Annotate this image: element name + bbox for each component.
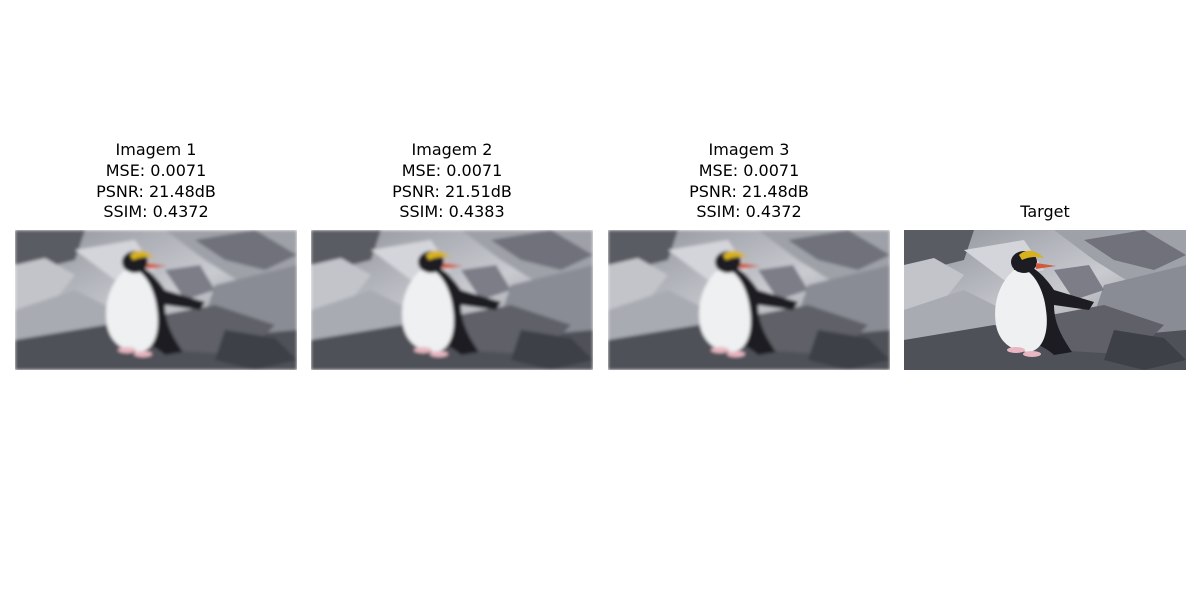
panel-title: Target [1020, 202, 1070, 222]
mse-value: MSE: 0.0071 [698, 160, 800, 180]
ssim-value: SSIM: 0.4383 [399, 202, 505, 222]
ssim-value: SSIM: 0.4372 [696, 202, 802, 222]
mse-value: MSE: 0.0071 [401, 160, 503, 180]
psnr-value: PSNR: 21.51dB [392, 181, 512, 201]
panel-title: Imagem 1 [115, 140, 197, 159]
caption: Imagem 2 MSE: 0.0071 PSNR: 21.51dB SSIM:… [311, 140, 593, 223]
caption: Imagem 1 MSE: 0.0071 PSNR: 21.48dB SSIM:… [15, 140, 297, 223]
psnr-value: PSNR: 21.48dB [689, 181, 809, 201]
penguin-image [608, 230, 890, 370]
penguin-image [311, 230, 593, 370]
caption: Imagem 3 MSE: 0.0071 PSNR: 21.48dB SSIM:… [608, 140, 890, 223]
panel-title: Imagem 3 [708, 140, 790, 159]
ssim-value: SSIM: 0.4372 [103, 202, 209, 222]
panel-title: Imagem 2 [411, 140, 493, 159]
mse-value: MSE: 0.0071 [105, 160, 207, 180]
psnr-value: PSNR: 21.48dB [96, 181, 216, 201]
penguin-image [15, 230, 297, 370]
penguin-image [904, 230, 1186, 370]
caption: Target [904, 202, 1186, 223]
